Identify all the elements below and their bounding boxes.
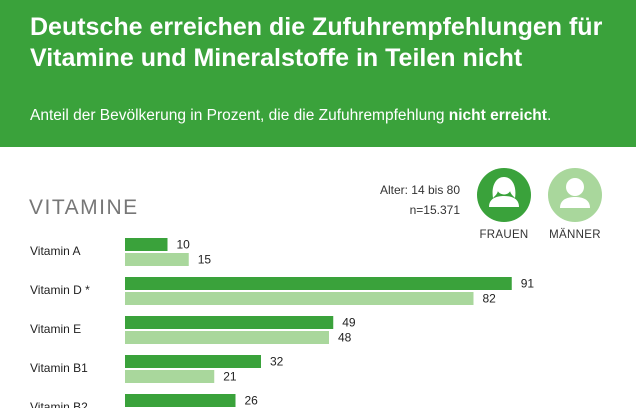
bar-men-vitamin-a [125, 253, 189, 266]
title-line-2: Vitamine und Mineralstoffe in Teilen nic… [30, 44, 523, 72]
subtitle-emphasis: nicht erreicht [448, 107, 547, 124]
value-label-men-vitamin-b1: 21 [223, 370, 237, 384]
category-label-vitamin-e: Vitamin E [30, 322, 81, 336]
category-label-vitamin-b1: Vitamin B1 [30, 361, 88, 375]
bar-men-vitamin-b1 [125, 370, 215, 383]
page-title: Deutsche erreichen die Zufuhrempfehlunge… [30, 12, 630, 74]
bar-women-vitamin-b1 [125, 355, 261, 368]
bar-women-vitamin-a [125, 238, 168, 251]
value-label-men-vitamin-e: 48 [338, 331, 352, 345]
category-label-vitamin-a: Vitamin A [30, 244, 80, 258]
bar-women-vitamin-e [125, 316, 334, 329]
title-line-1: Deutsche erreichen die Zufuhrempfehlunge… [30, 13, 603, 41]
legend-men-label: MÄNNER [549, 229, 601, 241]
value-label-men-vitamin-a: 15 [198, 253, 212, 267]
man-avatar-icon [548, 168, 602, 222]
category-label-vitamin-d: Vitamin D * [30, 283, 90, 297]
value-label-women-vitamin-b1: 32 [270, 355, 284, 369]
bar-men-vitamin-e [125, 331, 329, 344]
value-label-men-vitamin-d: 82 [483, 292, 497, 306]
bar-women-vitamin-d [125, 277, 512, 290]
header-banner: Deutsche erreichen die Zufuhrempfehlunge… [0, 0, 636, 147]
value-label-women-vitamin-e: 49 [342, 316, 356, 330]
subtitle-text: Anteil der Bevölkerung in Prozent, die d… [30, 107, 449, 124]
value-label-women-vitamin-d: 91 [521, 277, 535, 291]
sample-size-note: n=15.371 [409, 203, 460, 217]
category-label-vitamin-b2: Vitamin B2 [30, 400, 88, 408]
value-label-women-vitamin-b2: 26 [245, 394, 259, 408]
value-label-women-vitamin-a: 10 [177, 238, 191, 252]
subtitle-end: . [546, 107, 552, 124]
bar-men-vitamin-d [125, 292, 474, 305]
age-range-note: Alter: 14 bis 80 [379, 183, 460, 197]
section-title: VITAMINE [29, 196, 139, 219]
legend-women-label: FRAUEN [479, 229, 529, 241]
woman-avatar-icon [477, 168, 531, 222]
subtitle: Anteil der Bevölkerung in Prozent, die d… [30, 106, 630, 126]
bar-women-vitamin-b2 [125, 394, 236, 407]
